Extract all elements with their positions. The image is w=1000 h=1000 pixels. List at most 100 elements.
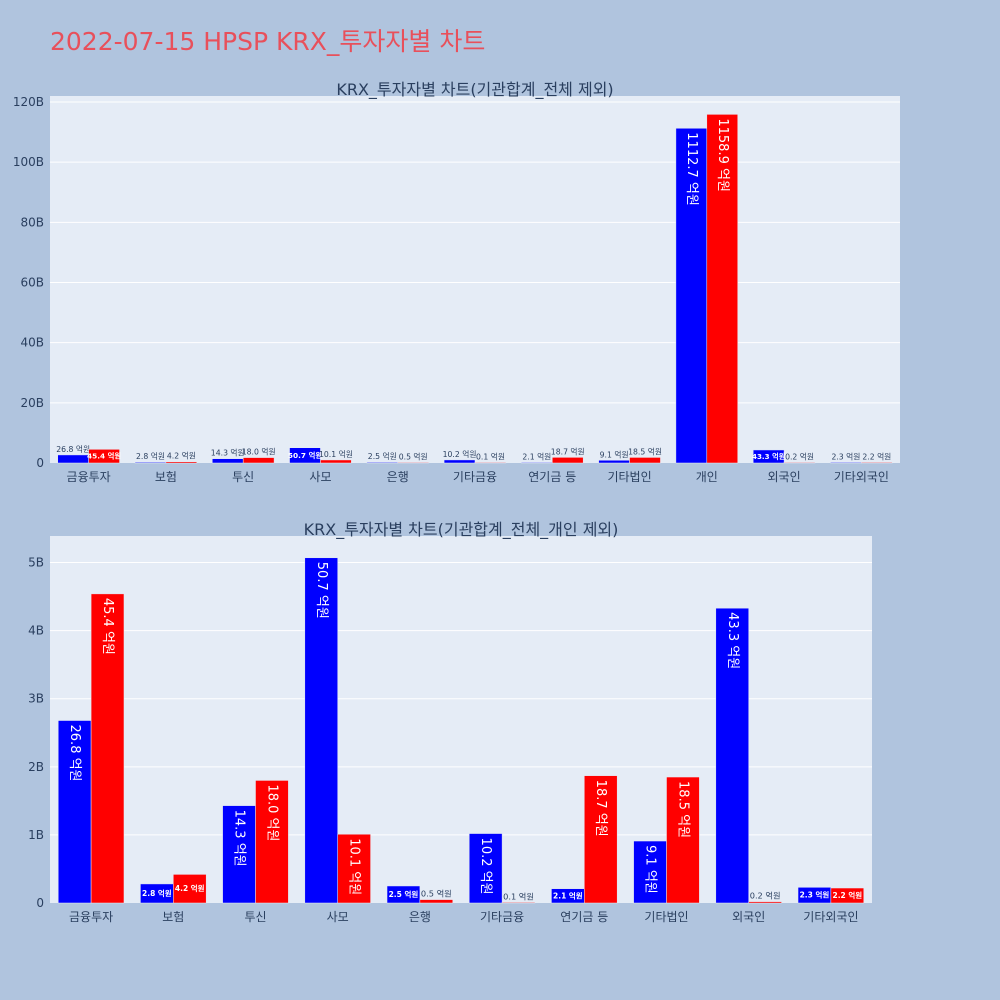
bar <box>715 607 749 904</box>
y-tick-label: 0 <box>36 456 44 470</box>
bar-label: 2.5 억원 <box>368 452 397 461</box>
bar <box>90 593 125 904</box>
bar-label: 9.1 억원 <box>643 845 658 894</box>
bar <box>289 447 321 464</box>
bar <box>752 449 785 464</box>
bar-label: 2.1 억원 <box>522 452 551 461</box>
x-tick-label: 기타외국인 <box>834 470 889 484</box>
bar <box>386 885 421 904</box>
bar-label: 18.5 억원 <box>628 447 662 456</box>
bar-label: 2.8 억원 <box>142 888 172 898</box>
page-title: 2022-07-15 HPSP KRX_투자자별 차트 <box>50 27 486 56</box>
x-tick-label: 금융투자 <box>69 910 113 924</box>
bar <box>366 461 398 464</box>
y-tick-label: 1B <box>28 828 44 842</box>
bar <box>397 462 429 464</box>
bar <box>552 457 584 464</box>
chart-title: KRX_투자자별 차트(기관합계_전체_개인 제외) <box>304 520 619 540</box>
bar-label: 1112.7 억원 <box>684 132 699 206</box>
bar <box>830 887 865 904</box>
bar <box>320 459 352 464</box>
bar <box>830 462 862 464</box>
y-tick-label: 5B <box>28 556 44 570</box>
bar-label: 10.1 억원 <box>347 838 362 895</box>
bar-label: 50.7 억원 <box>288 451 322 460</box>
y-tick-label: 0 <box>36 896 44 910</box>
bar-label: 10.2 억원 <box>478 838 493 895</box>
bar <box>633 840 667 904</box>
x-tick-label: 은행 <box>387 469 409 484</box>
bar <box>337 833 371 904</box>
bar-label: 43.3 억원 <box>725 612 740 669</box>
bar-label: 26.8 억원 <box>56 445 90 454</box>
chart-title: KRX_투자자별 차트(기관합계_전체 제외) <box>336 80 613 100</box>
bar <box>501 902 536 904</box>
bar <box>165 461 198 464</box>
x-tick-label: 은행 <box>409 909 431 924</box>
x-tick-label: 연기금 등 <box>528 470 576 484</box>
chart-bottom: KRX_투자자별 차트(기관합계_전체_개인 제외) 0 1B 2B 3B 4B 5B 금융투… <box>28 520 872 924</box>
x-tick-label: 금융투자 <box>67 470 111 484</box>
bar <box>629 457 661 464</box>
y-tick-label: 4B <box>28 624 44 638</box>
bar-label: 2.3 억원 <box>831 452 860 461</box>
x-tick-label: 보험 <box>162 910 184 924</box>
bar <box>584 775 618 904</box>
x-tick-label: 사모 <box>309 470 331 484</box>
x-tick-label: 투신 <box>244 910 266 924</box>
y-tick-label: 100B <box>13 155 44 169</box>
bar <box>57 454 89 464</box>
y-tick-label: 80B <box>20 215 44 229</box>
bar-label: 50.7 억원 <box>314 562 329 619</box>
bar-label: 10.1 억원 <box>319 450 353 459</box>
x-tick-label: 보험 <box>155 470 177 484</box>
bar-label: 2.8 억원 <box>136 452 165 461</box>
x-tick-label: 개인 <box>696 470 718 484</box>
y-tick-label: 40B <box>20 336 44 350</box>
bar-label: 26.8 억원 <box>67 725 82 782</box>
bar <box>443 459 476 464</box>
x-tick-label: 기타금융 <box>480 910 524 924</box>
bar-label: 4.2 억원 <box>167 452 196 461</box>
bar-label: 18.0 억원 <box>242 448 276 457</box>
bar-label: 2.5 억원 <box>389 889 419 899</box>
bar <box>748 901 782 904</box>
bar <box>212 458 244 464</box>
bar <box>861 462 893 464</box>
bar-label: 0.5 억원 <box>399 452 428 461</box>
bar <box>255 780 289 904</box>
bar-label: 14.3 억원 <box>211 449 245 458</box>
bar-label: 2.3 억원 <box>800 890 830 900</box>
x-tick-label: 기타법인 <box>607 470 651 484</box>
x-tick-label: 투신 <box>232 470 254 484</box>
bar-label: 9.1 억원 <box>600 450 629 459</box>
bar-label: 0.1 억원 <box>476 452 505 461</box>
x-tick-label: 외국인 <box>732 910 765 924</box>
bar-label: 10.2 억원 <box>443 450 477 459</box>
y-tick-label: 120B <box>13 95 44 109</box>
bar-label: 18.7 억원 <box>551 447 585 456</box>
bar-label: 0.5 억원 <box>421 889 452 899</box>
bar-label: 43.3 억원 <box>752 452 785 461</box>
bar-label: 45.4 억원 <box>87 452 121 461</box>
x-tick-label: 연기금 등 <box>560 910 608 924</box>
bar-label: 4.2 억원 <box>175 883 205 893</box>
bar <box>706 114 738 464</box>
bar-label: 0.2 억원 <box>750 891 781 901</box>
y-tick-label: 60B <box>20 276 44 290</box>
y-tick-label: 20B <box>20 396 44 410</box>
bar-label: 18.0 억원 <box>264 784 279 841</box>
bar <box>783 462 816 464</box>
bar <box>419 899 454 904</box>
chart-top: KRX_투자자별 차트(기관합계_전체 제외) 0 20B 40B 60B 80B 100B… <box>13 80 900 484</box>
bar-label: 1158.9 억원 <box>715 118 730 192</box>
bar <box>304 557 338 904</box>
x-tick-label: 사모 <box>327 910 349 924</box>
bar <box>468 833 503 904</box>
bar-label: 0.1 억원 <box>503 891 534 901</box>
bar <box>598 460 630 464</box>
bar <box>57 720 92 904</box>
y-tick-label: 3B <box>28 692 44 706</box>
bar-label: 2.1 억원 <box>553 890 583 900</box>
